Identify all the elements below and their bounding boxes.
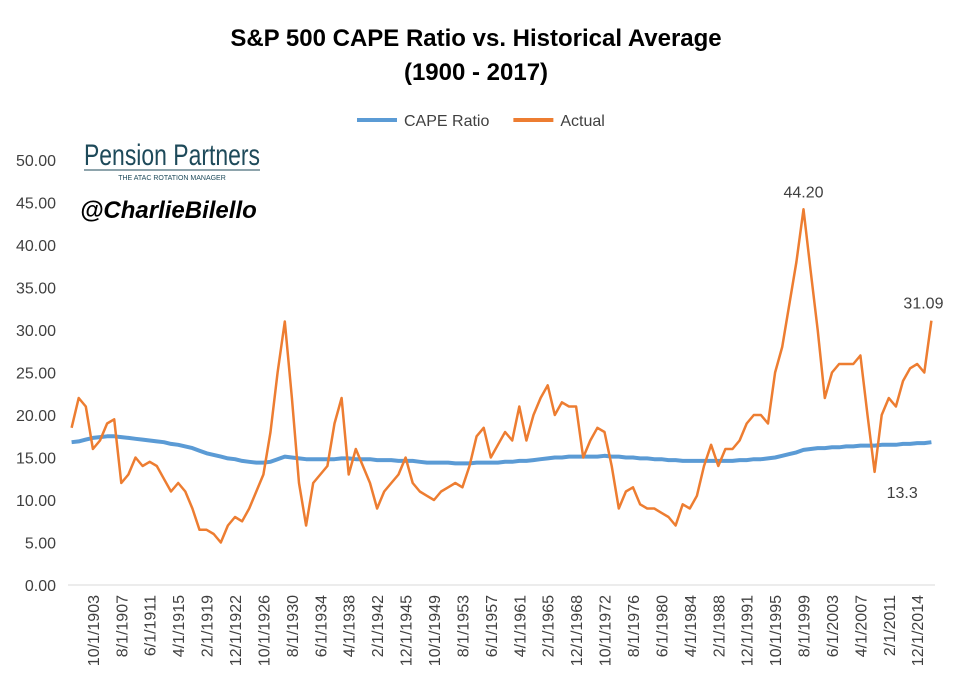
x-tick-label: 8/1/1953 [455,595,472,657]
x-tick-label: 10/1/1995 [768,595,785,666]
x-tick-label: 4/1/1938 [342,595,359,657]
tagline: THE ATAC ROTATION MANAGER [118,175,226,182]
x-tick-label: 10/1/1949 [427,595,444,666]
x-tick-label: 4/1/1915 [171,595,188,657]
y-tick-label: 15.00 [16,451,56,468]
x-tick-label: 2/1/1988 [711,595,728,657]
value-label: 13.3 [887,485,918,502]
x-tick-label: 6/1/1911 [143,595,160,656]
chart-title: S&P 500 CAPE Ratio vs. Historical Averag… [230,25,721,52]
y-tick-label: 5.00 [25,536,56,553]
series-line [70,208,933,544]
brand: Pension Partners [84,139,260,172]
legend-label: CAPE Ratio [404,113,489,130]
x-tick-label: 2/1/2011 [882,595,899,656]
value-label: 44.20 [784,184,824,201]
handle: @CharlieBilello [80,197,257,224]
x-tick-label: 8/1/1907 [114,595,131,657]
x-tick-label: 6/1/1980 [654,595,671,657]
series-line [71,434,932,466]
y-tick-label: 40.00 [16,238,56,255]
x-tick-label: 4/1/1961 [512,595,529,657]
x-tick-label: 12/1/2014 [910,595,927,666]
x-tick-label: 12/1/1968 [569,595,586,666]
x-tick-label: 12/1/1991 [740,595,757,666]
x-tick-label: 10/1/1903 [86,595,103,666]
legend-label: Actual [560,113,604,130]
x-tick-label: 12/1/1922 [228,595,245,666]
x-tick-label: 6/1/1957 [484,595,501,657]
y-tick-label: 25.00 [16,366,56,383]
x-tick-label: 2/1/1942 [370,595,387,657]
x-tick-label: 2/1/1965 [541,595,558,657]
y-tick-label: 10.00 [16,493,56,510]
x-tick-label: 4/1/2007 [853,595,870,657]
value-label: 31.09 [903,296,943,313]
x-tick-label: 8/1/1930 [285,595,302,657]
x-tick-label: 8/1/1976 [626,595,643,657]
x-tick-label: 6/1/1934 [313,595,330,657]
chart-subtitle: (1900 - 2017) [404,59,548,86]
x-tick-label: 6/1/2003 [825,595,842,657]
y-tick-label: 50.00 [16,153,56,170]
y-tick-label: 35.00 [16,281,56,298]
y-tick-label: 0.00 [25,578,56,595]
x-tick-label: 10/1/1926 [256,595,273,666]
x-tick-label: 4/1/1984 [683,595,700,657]
x-tick-label: 2/1/1919 [200,595,217,657]
y-tick-label: 20.00 [16,408,56,425]
y-tick-label: 45.00 [16,196,56,213]
x-tick-label: 8/1/1999 [797,595,814,657]
x-tick-label: 10/1/1972 [598,595,615,666]
x-tick-label: 12/1/1945 [399,595,416,666]
y-tick-label: 30.00 [16,323,56,340]
